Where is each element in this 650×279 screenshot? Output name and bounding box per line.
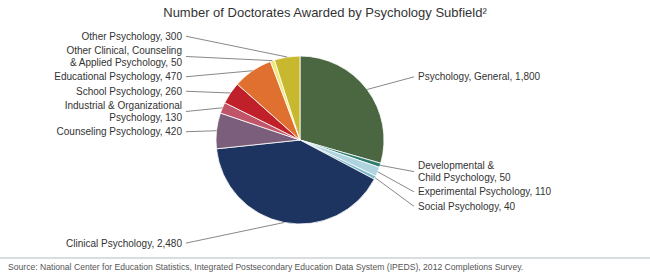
slice-label: Experimental Psychology, 110 <box>418 186 551 197</box>
slice-label-line: Psychology, 130 <box>109 112 182 123</box>
slice <box>274 56 300 140</box>
slice-label-line: Clinical Psychology, 2,480 <box>66 238 182 249</box>
slice-label-line: School Psychology, 260 <box>76 86 182 97</box>
title: Number of Doctorates Awarded by Psycholo… <box>163 5 487 20</box>
leader-line <box>186 71 252 77</box>
pie <box>216 56 384 224</box>
leader-line <box>186 36 287 57</box>
leader-line <box>186 131 217 132</box>
leader-line <box>186 56 272 60</box>
slice-label: Other Clinical, Counseling& Applied Psyc… <box>66 45 182 68</box>
slice-label-line: & Applied Psychology, 50 <box>70 57 183 68</box>
slice-label-line: Counseling Psychology, 420 <box>57 126 183 137</box>
leader-line <box>378 172 414 192</box>
slice-label-line: Industrial & Organizational <box>65 100 182 111</box>
leader-line <box>186 91 230 93</box>
slice-label-line: Child Psychology, 50 <box>418 172 511 183</box>
slice-label-line: Developmental & <box>418 160 494 171</box>
slice-label: Educational Psychology, 470 <box>54 71 182 82</box>
slice <box>216 140 374 224</box>
slice-label: Counseling Psychology, 420 <box>57 126 183 137</box>
slice-label-line: Social Psychology, 40 <box>418 201 516 212</box>
slice-label: School Psychology, 260 <box>76 86 182 97</box>
slice-label-line: Psychology, General, 1,800 <box>418 71 541 82</box>
slice-label: Industrial & OrganizationalPsychology, 1… <box>65 100 183 123</box>
separator <box>0 258 650 259</box>
annotation: Source: National Center for Education St… <box>8 262 523 272</box>
leader-line <box>375 178 414 207</box>
slice-label: Psychology, General, 1,800 <box>418 71 541 82</box>
slice-label: Other Psychology, 300 <box>82 31 183 42</box>
leader-line <box>367 77 414 90</box>
chart: Number of Doctorates Awarded by Psycholo… <box>0 0 650 279</box>
slice-label-line: Other Clinical, Counseling <box>66 45 182 56</box>
leader-line <box>186 108 222 112</box>
slice-label-line: Other Psychology, 300 <box>82 31 183 42</box>
slice-label-line: Educational Psychology, 470 <box>54 71 182 82</box>
leader-line <box>186 222 284 243</box>
slice-label-line: Experimental Psychology, 110 <box>418 186 551 197</box>
leader-line <box>380 165 414 171</box>
slice-label: Developmental &Child Psychology, 50 <box>418 160 511 183</box>
slice-label: Clinical Psychology, 2,480 <box>66 238 182 249</box>
slice-label: Social Psychology, 40 <box>418 201 516 212</box>
